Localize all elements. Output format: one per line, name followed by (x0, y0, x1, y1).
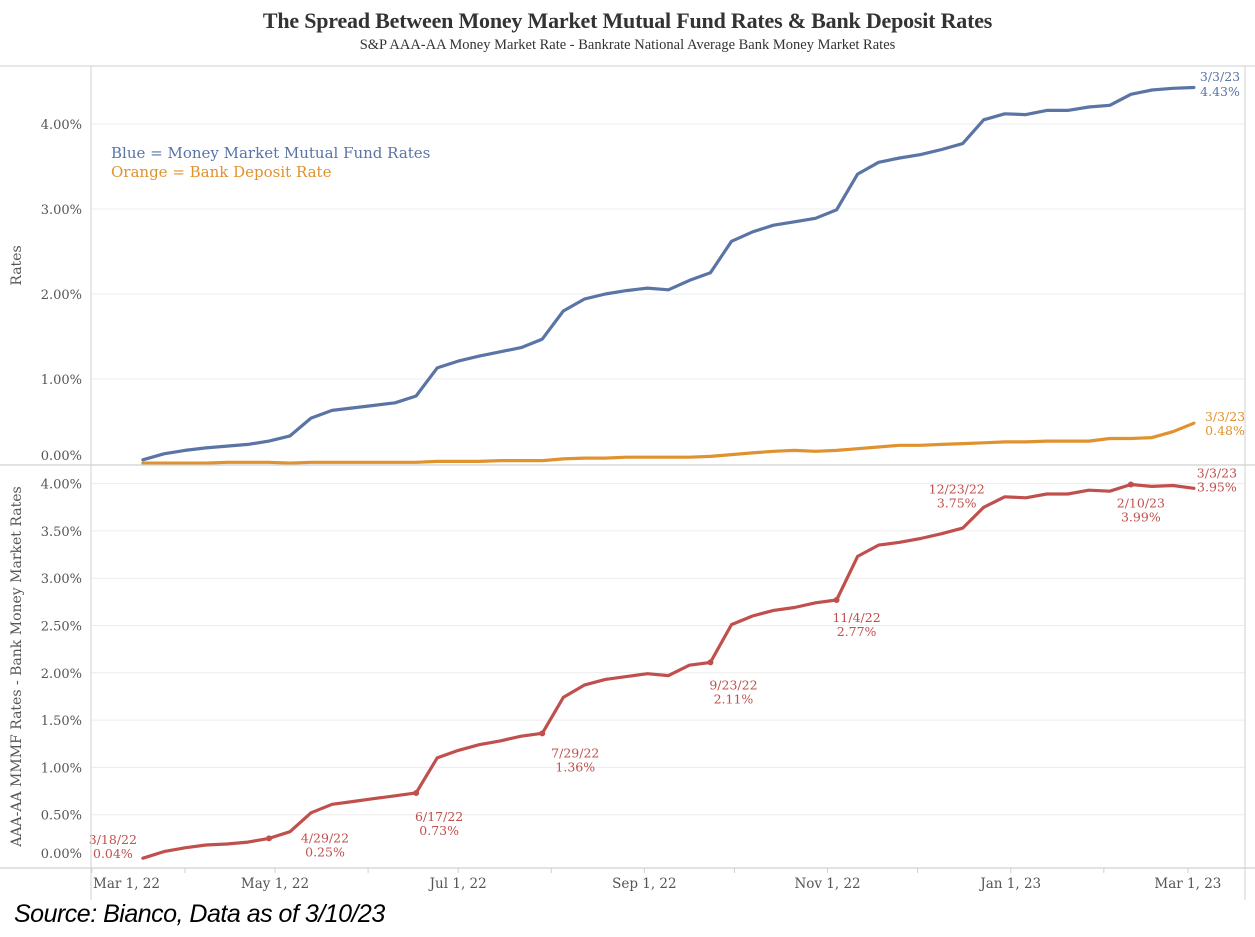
y-tick-label: 2.00% (41, 667, 82, 682)
x-tick-label: Mar 1, 22 (93, 876, 160, 892)
y-tick-label: 4.00% (41, 118, 82, 133)
annotation-value: 2.11% (714, 691, 754, 706)
x-tick-label: Nov 1, 22 (794, 876, 860, 892)
top-panel: 0.00% 1.00% 2.00% 3.00% 4.00% Rates Blue = Mon… (9, 69, 1245, 465)
annotation-date: 11/4/22 (832, 610, 880, 625)
annotation-date: 6/17/22 (415, 809, 463, 824)
chart-subtitle: S&P AAA-AA Money Market Rate - Bankrate … (359, 37, 896, 53)
y-tick-label: 4.00% (41, 478, 82, 493)
annotation-value: 3.75% (937, 495, 977, 510)
annotation-value: 2.77% (837, 624, 877, 639)
annotation-value: 0.48% (1205, 423, 1245, 438)
y-tick-label: 2.00% (41, 288, 82, 303)
y-tick-label: 3.00% (41, 203, 82, 218)
annotation-marker (265, 835, 272, 842)
source-note: Source: Bianco, Data as of 3/10/23 (14, 900, 385, 928)
x-tick-label: May 1, 22 (241, 876, 309, 892)
y-tick-label: 0.50% (41, 809, 82, 824)
y-tick-label: 0.00% (41, 449, 82, 464)
annotation-value: 3.95% (1197, 479, 1237, 494)
chart-title: The Spread Between Money Market Mutual F… (262, 8, 993, 33)
x-tick-label: Jan 1, 23 (978, 876, 1041, 892)
annotation-marker (707, 659, 714, 666)
chart-canvas: 0.00% 1.00% 2.00% 3.00% 4.00% Rates Blue = Mon… (0, 65, 1255, 900)
y-tick-label: 1.00% (41, 761, 82, 776)
y-axis-title: AAA-AA MMMF Rates - Bank Money Market Ra… (9, 486, 25, 847)
annotation-marker (413, 789, 420, 796)
x-tick-label: Jul 1, 22 (428, 876, 487, 892)
annotation-value: 1.36% (555, 759, 595, 774)
annotation-date: 3/18/22 (89, 832, 137, 847)
x-tick-label: Sep 1, 22 (612, 876, 677, 892)
annotation-date: 3/3/23 (1205, 409, 1245, 424)
bottom-panel: 0.00% 0.50% 1.00% 1.50% 2.00% 2.50% 3.00% 3.50%… (9, 465, 1245, 862)
annotation-date: 3/3/23 (1197, 465, 1237, 480)
y-axis-title: Rates (9, 245, 25, 285)
annotation-marker (833, 596, 840, 603)
y-tick-label: 1.50% (41, 714, 82, 729)
legend-blue: Blue = Money Market Mutual Fund Rates (111, 144, 430, 162)
annotation-value: 0.73% (419, 823, 459, 838)
legend-orange: Orange = Bank Deposit Rate (111, 163, 332, 181)
annotation-value: 0.25% (305, 844, 345, 859)
x-axis: Mar 1, 22 May 1, 22 Jul 1, 22 Sep 1, 22 Nov … (91, 868, 1221, 892)
x-tick-label: Mar 1, 23 (1154, 876, 1221, 892)
annotation-marker (1127, 481, 1134, 488)
annotation-value: 4.43% (1200, 84, 1240, 99)
annotation-date: 9/23/22 (709, 677, 757, 692)
y-tick-label: 3.50% (41, 525, 82, 540)
annotation-marker (539, 730, 546, 737)
annotation-date: 2/10/23 (1117, 496, 1165, 511)
annotation-value: 0.04% (93, 846, 133, 861)
annotation-date: 12/23/22 (929, 481, 985, 496)
y-tick-label: 1.00% (41, 373, 82, 388)
annotation-value: 3.99% (1121, 510, 1161, 525)
y-tick-label: 2.50% (41, 620, 82, 635)
series-line-red (141, 482, 1196, 860)
y-tick-label: 0.00% (41, 847, 82, 862)
annotation-date: 7/29/22 (551, 745, 599, 760)
annotation-date: 4/29/22 (301, 830, 349, 845)
annotation-date: 3/3/23 (1200, 69, 1240, 84)
y-tick-label: 3.00% (41, 572, 82, 587)
